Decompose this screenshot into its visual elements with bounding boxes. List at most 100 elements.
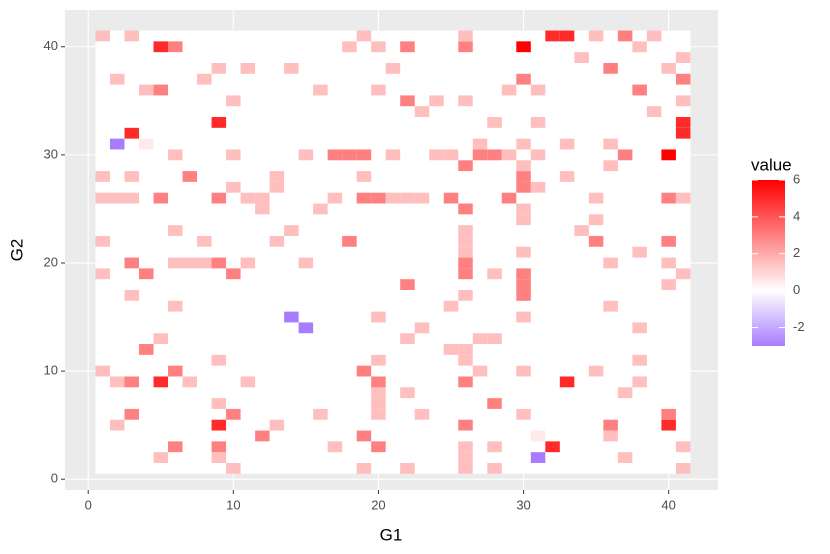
heatmap-cell xyxy=(632,41,647,53)
heatmap-cell xyxy=(168,365,183,377)
heatmap-cell xyxy=(226,181,241,193)
heatmap-cell xyxy=(414,106,430,118)
heatmap-cell xyxy=(197,235,212,247)
heatmap-cell xyxy=(153,84,169,96)
heatmap-cell xyxy=(226,149,241,161)
heatmap-cell xyxy=(516,214,531,226)
heatmap-cell xyxy=(675,73,691,85)
heatmap-cell xyxy=(255,203,270,215)
heatmap-cell xyxy=(284,311,299,323)
heatmap-cell xyxy=(487,149,502,161)
heatmap-cell xyxy=(153,376,169,388)
heatmap-cell xyxy=(632,84,647,96)
heatmap-cell xyxy=(124,376,140,388)
heatmap-cell xyxy=(516,203,531,215)
heatmap-cell xyxy=(603,300,618,312)
x-tick-label: 10 xyxy=(226,497,240,512)
heatmap-cell xyxy=(371,387,386,399)
heatmap-cell xyxy=(603,138,618,150)
heatmap-cell xyxy=(109,376,125,388)
colorbar-label: 0 xyxy=(793,282,800,297)
heatmap-cell xyxy=(124,290,140,301)
heatmap-cell xyxy=(139,138,154,150)
heatmap-cell xyxy=(458,452,473,463)
heatmap-cell xyxy=(211,192,227,204)
heatmap-cell xyxy=(559,171,575,182)
heatmap-cell xyxy=(675,52,691,63)
heatmap-cell xyxy=(109,138,125,150)
heatmap-cell xyxy=(240,376,256,388)
heatmap-cell xyxy=(588,30,604,42)
heatmap-cell xyxy=(211,419,227,431)
heatmap-cell xyxy=(429,149,444,161)
heatmap-cell xyxy=(269,235,285,247)
heatmap-cell xyxy=(675,268,691,280)
heatmap-cell xyxy=(153,333,169,345)
heatmap-cell xyxy=(414,192,430,204)
heatmap-cell xyxy=(501,84,517,96)
heatmap-cell xyxy=(182,376,198,388)
heatmap-cell xyxy=(559,30,575,42)
heatmap-cell xyxy=(632,354,647,366)
heatmap-cell xyxy=(603,257,618,269)
heatmap-cell xyxy=(661,62,676,74)
heatmap-cell xyxy=(211,62,227,74)
heatmap-cell xyxy=(617,452,633,463)
heatmap-cell xyxy=(603,160,618,172)
heatmap-cell xyxy=(124,408,140,420)
x-tick-label: 30 xyxy=(516,497,530,512)
heatmap-cell xyxy=(255,192,270,204)
heatmap-cell xyxy=(588,365,604,377)
heatmap-cell xyxy=(559,376,575,388)
heatmap-cell xyxy=(661,149,676,161)
heatmap-cell xyxy=(559,138,575,150)
heatmap-cell xyxy=(472,365,488,377)
heatmap-cell xyxy=(675,95,691,107)
heatmap-cell xyxy=(443,149,459,161)
heatmap-cell xyxy=(400,41,415,53)
colorbar-label: -2 xyxy=(793,319,805,334)
heatmap-cell xyxy=(284,62,299,74)
y-tick-label: 40 xyxy=(44,38,58,53)
heatmap-cell xyxy=(588,214,604,226)
heatmap-cell xyxy=(530,452,546,463)
heatmap-cell xyxy=(124,257,140,269)
heatmap-cell xyxy=(501,192,517,204)
legend-title: value xyxy=(751,155,792,174)
heatmap-cell xyxy=(95,171,110,182)
heatmap-cell xyxy=(226,268,241,280)
heatmap-cell xyxy=(197,257,212,269)
heatmap-cell xyxy=(487,117,502,128)
heatmap-cell xyxy=(414,322,430,334)
heatmap-cell xyxy=(617,387,633,399)
heatmap-cell xyxy=(487,268,502,280)
heatmap-cell xyxy=(153,452,169,463)
heatmap-cell xyxy=(458,95,473,107)
heatmap-cell xyxy=(124,30,140,42)
heatmap-cell xyxy=(371,441,386,453)
heatmap-cell xyxy=(356,430,372,442)
heatmap-cell xyxy=(487,333,502,345)
heatmap-cell xyxy=(646,106,662,118)
heatmap-cell xyxy=(385,62,401,74)
heatmap-cell xyxy=(530,149,546,161)
heatmap-cell xyxy=(603,62,618,74)
heatmap-cell xyxy=(429,95,444,107)
heatmap-cell xyxy=(516,311,531,323)
heatmap-cell xyxy=(632,322,647,334)
heatmap-cell xyxy=(487,462,502,474)
heatmap-cell xyxy=(211,452,227,463)
heatmap-cell xyxy=(414,408,430,420)
heatmap-cell xyxy=(675,117,691,128)
heatmap-cell xyxy=(458,268,473,280)
heatmap-cell xyxy=(226,408,241,420)
heatmap-cell xyxy=(182,171,198,182)
heatmap-cell xyxy=(139,344,154,355)
heatmap-cell xyxy=(675,441,691,453)
y-tick-label: 10 xyxy=(44,363,58,378)
colorbar-label: 4 xyxy=(793,208,800,223)
heatmap-cell xyxy=(153,192,169,204)
heatmap-cell xyxy=(516,246,531,258)
heatmap-cell xyxy=(516,268,531,280)
heatmap-cell xyxy=(661,419,676,431)
